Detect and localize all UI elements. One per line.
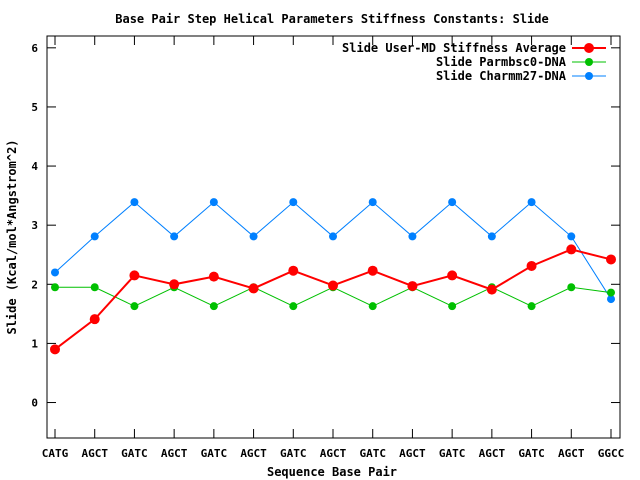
data-point — [208, 271, 219, 282]
data-point — [566, 244, 577, 255]
x-tick-label: AGCT — [320, 447, 347, 460]
y-tick-label: 0 — [31, 397, 38, 410]
data-point — [51, 283, 59, 292]
data-point — [606, 254, 616, 265]
data-point — [289, 198, 298, 207]
x-tick-label: GATC — [439, 447, 466, 460]
x-tick-label: AGCT — [81, 447, 108, 460]
x-tick-label: GGCC — [598, 447, 625, 460]
legend-label: Slide User-MD Stiffness Average — [342, 41, 566, 55]
x-tick-label: GATC — [201, 447, 228, 460]
data-point — [129, 270, 140, 281]
x-tick-label: GATC — [359, 447, 386, 460]
data-point — [169, 279, 180, 290]
x-tick-label: AGCT — [558, 447, 585, 460]
data-point — [90, 232, 99, 241]
data-point — [329, 232, 337, 241]
data-point — [407, 281, 418, 292]
data-point — [408, 232, 417, 241]
legend-marker — [585, 58, 593, 66]
data-point — [89, 314, 100, 325]
y-tick-label: 1 — [31, 337, 38, 350]
y-tick-label: 6 — [31, 42, 38, 55]
legend-label: Slide Parmbsc0-DNA — [436, 55, 567, 69]
y-tick-label: 3 — [31, 219, 38, 232]
data-point — [130, 198, 139, 207]
legend-marker — [584, 43, 594, 53]
data-point — [170, 232, 179, 241]
x-tick-label: AGCT — [240, 447, 267, 460]
x-axis: CATG AGCT GATC AGCT GATC AGCT GATC AGCT GATC AGCT… — [42, 36, 625, 460]
x-tick-label: AGCT — [161, 447, 188, 460]
series-3 — [51, 198, 615, 304]
x-tick-label: GATC — [518, 447, 545, 460]
data-point — [607, 288, 615, 297]
data-point — [448, 198, 457, 207]
legend-label: Slide Charmm27-DNA — [436, 69, 567, 83]
data-point — [486, 284, 497, 295]
x-tick-label: AGCT — [479, 447, 506, 460]
data-point — [51, 268, 59, 277]
series-layer — [50, 198, 616, 355]
data-point — [249, 232, 258, 241]
data-point — [526, 260, 537, 271]
data-point — [447, 270, 458, 281]
data-point — [527, 198, 536, 207]
x-axis-label: Sequence Base Pair — [267, 465, 397, 479]
data-point — [487, 232, 496, 241]
data-point — [130, 302, 139, 311]
data-point — [567, 232, 576, 241]
chart-title: Base Pair Step Helical Parameters Stiffn… — [115, 12, 548, 26]
data-point — [209, 302, 218, 311]
y-tick-label: 4 — [31, 160, 38, 173]
data-point — [368, 302, 377, 311]
series-1 — [50, 244, 616, 355]
legend-marker — [585, 72, 593, 80]
data-point — [50, 344, 60, 355]
data-point — [209, 198, 218, 207]
y-tick-label: 5 — [31, 101, 38, 114]
data-point — [288, 265, 299, 276]
data-point — [368, 198, 377, 207]
y-tick-label: 2 — [31, 278, 38, 291]
data-point — [328, 280, 338, 291]
data-point — [248, 283, 259, 294]
data-point — [90, 283, 99, 292]
data-point — [527, 302, 536, 311]
x-tick-label: GATC — [280, 447, 307, 460]
data-point — [448, 302, 457, 311]
data-point — [607, 295, 615, 304]
y-axis-label: Slide (Kcal/mol*Angstrom^2) — [5, 139, 19, 334]
data-point — [367, 265, 378, 276]
x-tick-label: GATC — [121, 447, 148, 460]
x-tick-label: CATG — [42, 447, 69, 460]
data-point — [567, 283, 576, 292]
x-tick-label: AGCT — [399, 447, 426, 460]
data-point — [289, 302, 298, 311]
y-axis: 0 1 2 3 4 5 6 — [31, 42, 620, 410]
